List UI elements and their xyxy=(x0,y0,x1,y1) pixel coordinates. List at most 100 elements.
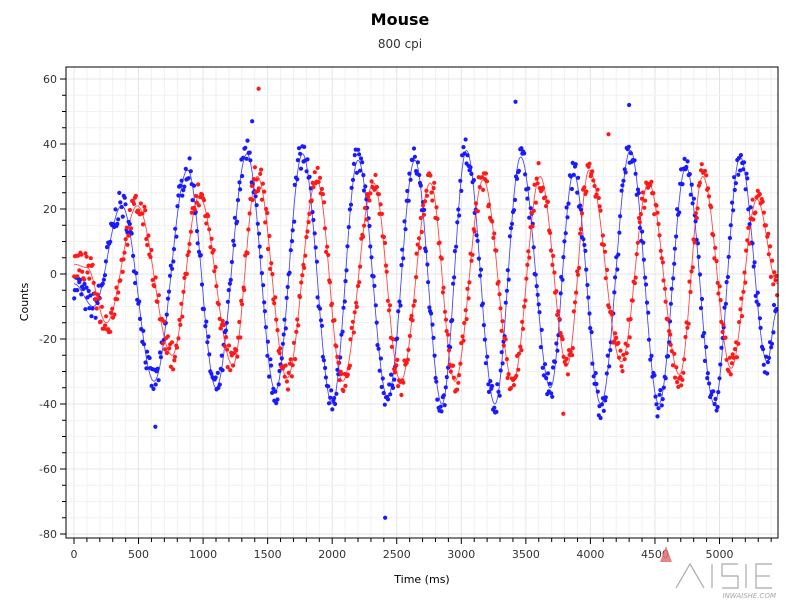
data-point-x xyxy=(125,230,130,235)
data-point-x xyxy=(333,401,338,407)
data-point-x xyxy=(408,177,413,182)
data-point-y xyxy=(578,227,584,232)
data-point-x xyxy=(653,394,658,399)
data-point-x xyxy=(595,389,600,394)
data-point-y xyxy=(222,344,227,349)
data-point-y xyxy=(731,355,736,360)
data-point-y xyxy=(267,233,272,239)
data-point-x xyxy=(550,365,556,370)
data-point-x xyxy=(372,283,377,288)
data-point-y xyxy=(99,304,104,309)
data-point-y xyxy=(189,210,194,215)
data-point-y xyxy=(114,285,119,290)
data-point-x xyxy=(696,254,701,259)
data-point-x xyxy=(743,187,748,192)
data-point-y xyxy=(382,240,388,246)
data-point-y xyxy=(171,367,176,372)
data-point-y xyxy=(288,357,293,362)
data-point-x xyxy=(522,151,527,156)
data-point-y xyxy=(399,392,404,398)
data-point-y xyxy=(407,333,412,339)
data-point-y xyxy=(258,171,263,176)
data-point-x xyxy=(399,263,404,268)
data-point-x xyxy=(507,234,512,239)
data-point-x xyxy=(560,277,565,282)
data-point-x xyxy=(123,202,128,207)
data-point-x xyxy=(326,384,331,389)
data-point-x xyxy=(361,173,366,178)
data-point-y xyxy=(463,308,468,313)
data-point-x xyxy=(485,354,490,359)
data-point-y xyxy=(533,200,539,205)
y-tick-label: 20 xyxy=(43,203,57,216)
data-point-y xyxy=(259,197,265,202)
data-point-y xyxy=(343,383,348,388)
data-point-x xyxy=(641,257,647,262)
data-point-y xyxy=(479,175,485,180)
data-point-y xyxy=(618,348,623,353)
data-point-x xyxy=(726,254,731,259)
data-point-y xyxy=(705,186,711,191)
data-point-y xyxy=(432,180,437,185)
data-point-x xyxy=(483,361,488,366)
data-point-x xyxy=(332,396,337,401)
data-point-x xyxy=(468,165,473,170)
data-point-y xyxy=(277,350,282,356)
data-point-y xyxy=(633,275,638,280)
data-point-y xyxy=(302,265,307,270)
data-point-y xyxy=(605,267,610,272)
data-point-y xyxy=(172,354,178,359)
data-point-x xyxy=(406,198,411,203)
y-axis-label: Counts xyxy=(18,283,31,322)
data-point-x xyxy=(649,353,654,358)
data-point-y xyxy=(155,299,160,304)
y-tick-label: 0 xyxy=(50,268,57,281)
data-point-y xyxy=(490,219,495,224)
data-point-y xyxy=(231,363,236,368)
data-point-y xyxy=(392,366,397,372)
data-point-x xyxy=(555,348,560,353)
data-point-y xyxy=(126,233,131,238)
data-point-y xyxy=(108,310,114,315)
data-point-y xyxy=(284,379,289,384)
data-point-x xyxy=(451,281,456,286)
data-point-y xyxy=(469,258,474,263)
data-point-x xyxy=(658,388,663,393)
data-point-x xyxy=(748,205,753,210)
data-point-y xyxy=(565,372,571,377)
data-point-x xyxy=(434,379,439,384)
data-point-x xyxy=(103,259,108,264)
data-point-x xyxy=(302,144,307,149)
data-point-x xyxy=(93,315,98,320)
data-point-y xyxy=(115,297,120,302)
data-point-y xyxy=(259,167,264,172)
data-point-x xyxy=(591,374,596,379)
data-point-y xyxy=(434,205,439,210)
data-point-x xyxy=(363,184,368,189)
data-point-y xyxy=(551,253,556,258)
data-point-y xyxy=(451,375,456,380)
data-point-x xyxy=(511,208,517,213)
y-tick-label: -40 xyxy=(39,398,57,411)
data-point-x xyxy=(380,376,385,381)
data-point-y xyxy=(429,190,434,195)
data-point-x xyxy=(635,187,641,192)
data-point-y xyxy=(621,352,626,357)
data-point-x xyxy=(390,385,396,390)
data-point-x xyxy=(659,403,664,408)
data-point-y xyxy=(775,293,780,298)
data-point-x xyxy=(586,295,591,300)
data-point-x xyxy=(685,159,690,164)
data-point-y xyxy=(450,363,456,368)
data-point-y xyxy=(772,270,777,275)
data-point-y xyxy=(660,260,666,265)
data-point-y xyxy=(387,303,393,308)
data-point-x xyxy=(405,188,410,194)
data-point-y xyxy=(530,224,535,229)
chart-subtitle: 800 cpi xyxy=(377,37,423,51)
data-point-x xyxy=(273,389,278,394)
data-point-y xyxy=(250,197,255,202)
data-point-y xyxy=(404,360,409,365)
data-point-x xyxy=(78,277,83,282)
data-point-x xyxy=(488,379,493,384)
